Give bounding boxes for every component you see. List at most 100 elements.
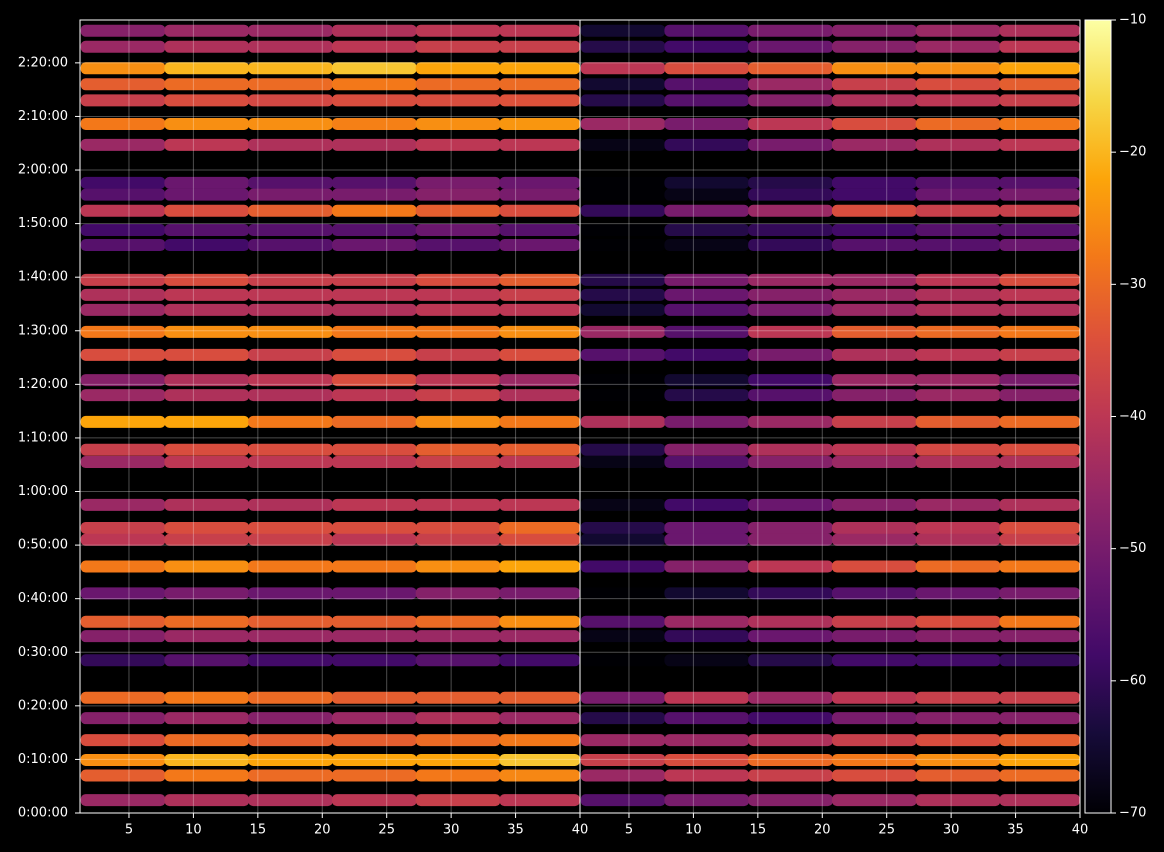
heat-cell: [499, 734, 580, 747]
heat-cell: [831, 348, 917, 361]
heat-cell: [999, 348, 1080, 361]
heat-cell: [999, 188, 1080, 201]
colorbar-tick-label: −70: [1119, 806, 1146, 821]
heat-cell: [915, 521, 1001, 534]
heat-cell: [331, 40, 417, 53]
heat-cell: [915, 62, 1001, 75]
heat-cell: [831, 303, 917, 316]
heat-cell: [331, 794, 417, 807]
heat-cell: [248, 712, 333, 725]
heat-cell: [915, 40, 1001, 53]
heat-cell: [580, 348, 666, 361]
heat-cell: [748, 24, 833, 37]
heat-cell: [331, 138, 417, 151]
heat-cell: [80, 348, 166, 361]
heat-cell: [499, 94, 580, 107]
heat-cell: [331, 654, 417, 667]
heat-cell: [831, 630, 917, 643]
x-tick-label: 35: [507, 823, 524, 838]
heat-cell: [999, 712, 1080, 725]
heat-cell: [915, 443, 1001, 456]
heat-cell: [499, 188, 580, 201]
heat-cell: [580, 753, 666, 766]
heat-cell: [164, 734, 250, 747]
heat-cell: [80, 521, 166, 534]
heat-cell: [915, 769, 1001, 782]
heat-cell: [580, 560, 666, 573]
heat-cell: [580, 630, 666, 643]
heat-cell: [164, 138, 250, 151]
heat-cell: [748, 521, 833, 534]
heat-cell: [580, 794, 666, 807]
heat-cell: [664, 288, 750, 301]
heat-cell: [999, 443, 1080, 456]
heat-cell: [580, 117, 666, 130]
heat-cell: [999, 176, 1080, 189]
colorbar-tick-label: −60: [1119, 673, 1146, 688]
heat-cell: [164, 498, 250, 511]
heat-cell: [831, 456, 917, 469]
heat-cell: [664, 691, 750, 704]
heat-cell: [164, 587, 250, 600]
heat-cell: [999, 753, 1080, 766]
heat-cell: [499, 498, 580, 511]
heat-cell: [80, 615, 166, 628]
heat-cell: [164, 176, 250, 189]
heat-cell: [664, 273, 750, 286]
heat-cell: [248, 94, 333, 107]
heat-cell: [248, 273, 333, 286]
heat-cell: [748, 630, 833, 643]
heat-cell: [248, 138, 333, 151]
heat-cell: [915, 348, 1001, 361]
x-tick-label: 15: [250, 823, 267, 838]
heat-cell: [164, 239, 250, 252]
y-tick-label: 1:10:00: [18, 430, 68, 445]
heat-cell: [164, 188, 250, 201]
heat-cell: [499, 288, 580, 301]
heat-cell: [748, 94, 833, 107]
y-tick-label: 0:30:00: [18, 645, 68, 660]
heat-cell: [999, 62, 1080, 75]
heat-cell: [80, 389, 166, 402]
heat-cell: [831, 560, 917, 573]
heat-cell: [415, 630, 501, 643]
heat-cell: [331, 443, 417, 456]
heat-cell: [831, 753, 917, 766]
heat-cell: [499, 587, 580, 600]
heat-cell: [80, 188, 166, 201]
heat-cell: [664, 630, 750, 643]
heat-cell: [331, 753, 417, 766]
heat-cell: [748, 78, 833, 91]
x-tick-label: 35: [1007, 823, 1024, 838]
heat-cell: [748, 224, 833, 237]
heat-cell: [580, 224, 666, 237]
heat-cell: [831, 443, 917, 456]
heat-cell: [331, 533, 417, 546]
heat-cell: [164, 630, 250, 643]
heat-cell: [999, 769, 1080, 782]
heat-cell: [331, 734, 417, 747]
heat-cell: [415, 615, 501, 628]
heat-cell: [499, 24, 580, 37]
heat-cell: [164, 443, 250, 456]
heat-cell: [999, 40, 1080, 53]
x-tick-label: 40: [572, 823, 589, 838]
heat-cell: [331, 204, 417, 217]
heat-cell: [748, 348, 833, 361]
heat-cell: [331, 712, 417, 725]
x-tick-label: 30: [443, 823, 460, 838]
panel-frame: [579, 19, 1081, 814]
heat-cell: [80, 374, 166, 387]
heat-cell: [331, 325, 417, 338]
heat-cell: [915, 456, 1001, 469]
heat-cell: [248, 753, 333, 766]
y-tick-label: 2:10:00: [18, 109, 68, 124]
heat-cell: [580, 374, 666, 387]
x-tick-label: 10: [685, 823, 702, 838]
heat-cell: [80, 560, 166, 573]
heat-cell: [164, 348, 250, 361]
heat-cell: [664, 560, 750, 573]
heat-cell: [831, 176, 917, 189]
heat-cell: [80, 654, 166, 667]
heat-cell: [331, 521, 417, 534]
